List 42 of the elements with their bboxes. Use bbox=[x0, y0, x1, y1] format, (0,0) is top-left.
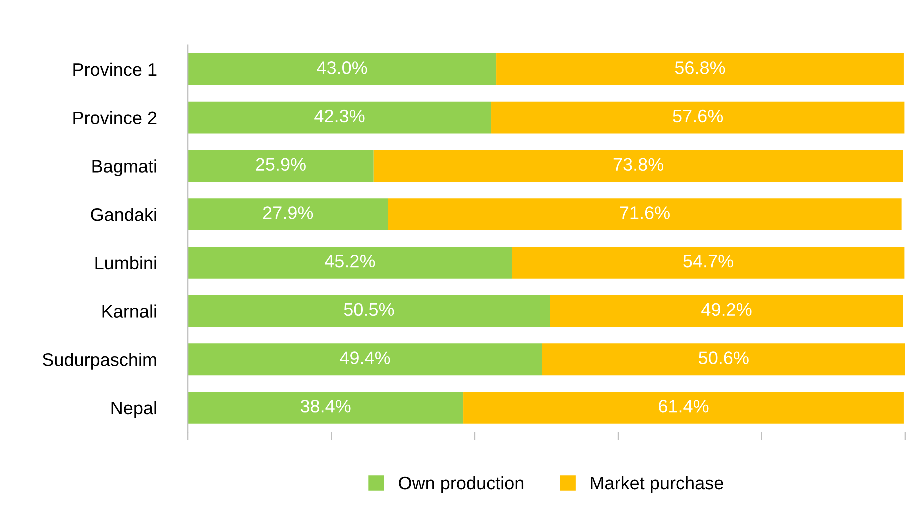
y-tick-label: Lumbini bbox=[96, 256, 156, 270]
y-tick-label: Karnali bbox=[102, 304, 156, 318]
data-label: 50.6% bbox=[699, 352, 749, 364]
data-label: 38.4% bbox=[300, 400, 351, 413]
bar bbox=[188, 295, 550, 328]
data-label: 45.2% bbox=[325, 254, 376, 268]
bar bbox=[496, 54, 904, 86]
y-tick-label: Bagmati bbox=[92, 160, 156, 176]
bar bbox=[388, 198, 902, 230]
y-tick-label: Province 1 bbox=[74, 62, 157, 76]
bar bbox=[188, 150, 374, 182]
data-label: 42.3% bbox=[314, 110, 365, 123]
bar bbox=[188, 246, 512, 279]
y-tick-label: Sudurpaschim bbox=[42, 353, 156, 370]
data-label: 27.9% bbox=[263, 206, 314, 220]
data-label: 71.6% bbox=[620, 206, 670, 220]
data-label: 54.7% bbox=[684, 255, 734, 268]
data-label: 50.5% bbox=[344, 303, 394, 316]
y-tick-label: Gandaki bbox=[91, 208, 156, 222]
bar bbox=[542, 344, 906, 376]
legend-label: Market purchase bbox=[591, 476, 724, 494]
bar bbox=[188, 54, 497, 86]
data-label: 49.4% bbox=[340, 352, 390, 364]
bar bbox=[464, 392, 904, 424]
legend-label: Own production bbox=[399, 476, 524, 494]
data-label: 49.2% bbox=[702, 303, 752, 316]
y-tick-label: Province 2 bbox=[74, 111, 157, 125]
y-tick-label: Nepal bbox=[112, 401, 156, 418]
bar bbox=[374, 150, 904, 182]
data-label: 43.0% bbox=[317, 62, 368, 74]
data-label: 61.4% bbox=[659, 400, 709, 413]
bar bbox=[188, 198, 388, 230]
data-label: 56.8% bbox=[675, 62, 726, 74]
data-label: 73.8% bbox=[614, 158, 664, 172]
data-label: 57.6% bbox=[673, 110, 724, 123]
bar bbox=[188, 344, 542, 376]
bar bbox=[492, 102, 905, 134]
bar bbox=[188, 102, 492, 134]
data-label: 25.9% bbox=[256, 158, 306, 172]
bar bbox=[550, 295, 904, 328]
bar bbox=[512, 246, 905, 279]
bar bbox=[188, 392, 464, 424]
